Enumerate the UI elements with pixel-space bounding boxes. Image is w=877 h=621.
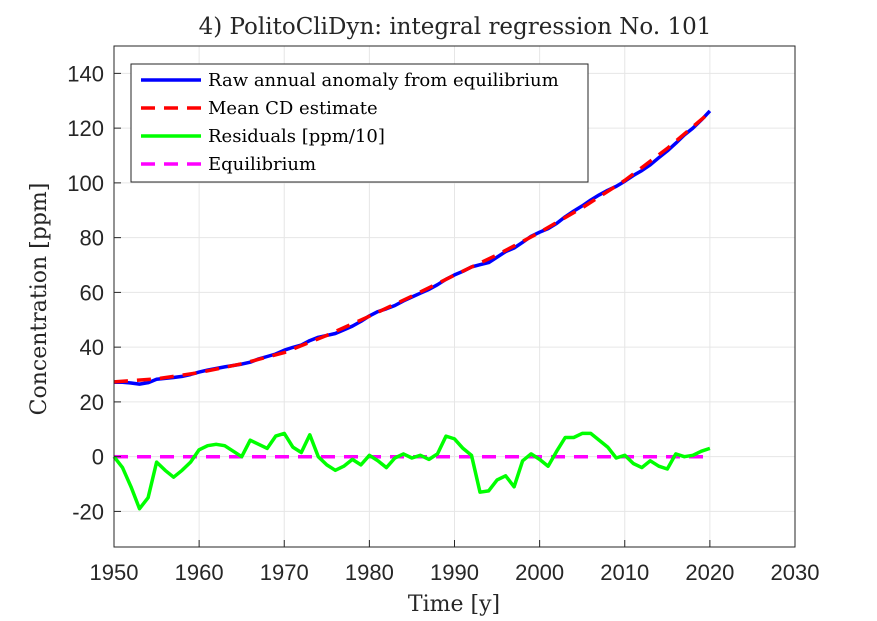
legend-label: Residuals [ppm/10]: [208, 126, 385, 147]
y-tick-label: 20: [80, 390, 104, 415]
x-axis-label: Time [y]: [408, 592, 500, 617]
legend-label: Equilibrium: [208, 154, 316, 175]
y-tick-label: 120: [67, 116, 104, 141]
y-tick-label: 60: [80, 280, 104, 305]
series-lines: [112, 109, 712, 511]
y-axis-label: Concentration [ppm]: [27, 183, 52, 416]
x-tick-label: 1950: [90, 560, 139, 585]
legend-box: [130, 63, 589, 183]
y-tick-label: 0: [92, 445, 104, 470]
x-tick-label: 1990: [430, 560, 479, 585]
legend-label: Raw annual anomaly from equilibrium: [208, 70, 559, 91]
y-tick-label: -20: [72, 499, 104, 524]
x-tick-label: 2010: [600, 560, 649, 585]
chart-title: 4) PolitoCliDyn: integral regression No.…: [199, 14, 712, 40]
y-tick-label: 80: [80, 226, 104, 251]
legend-label: Mean CD estimate: [208, 98, 378, 119]
y-tick-label: 140: [67, 61, 104, 86]
x-tick-label: 2020: [685, 560, 734, 585]
x-tick-label: 2000: [515, 560, 564, 585]
series-line-residuals-ppm-10: [112, 431, 711, 511]
y-tick-label: 40: [80, 335, 104, 360]
axis-ticks: 1950 1960 1970 1980 1990 2000 2010 2020 2030 -20 0…: [67, 61, 819, 585]
series-line-mean-cd-estimate: [113, 110, 712, 384]
x-tick-label: 1980: [345, 560, 394, 585]
x-tick-label: 1960: [175, 560, 224, 585]
x-tick-label: 1970: [260, 560, 309, 585]
y-tick-label: 100: [67, 171, 104, 196]
x-tick-label: 2030: [771, 560, 820, 585]
legend: Raw annual anomaly from equilibrium Mean …: [130, 63, 589, 183]
